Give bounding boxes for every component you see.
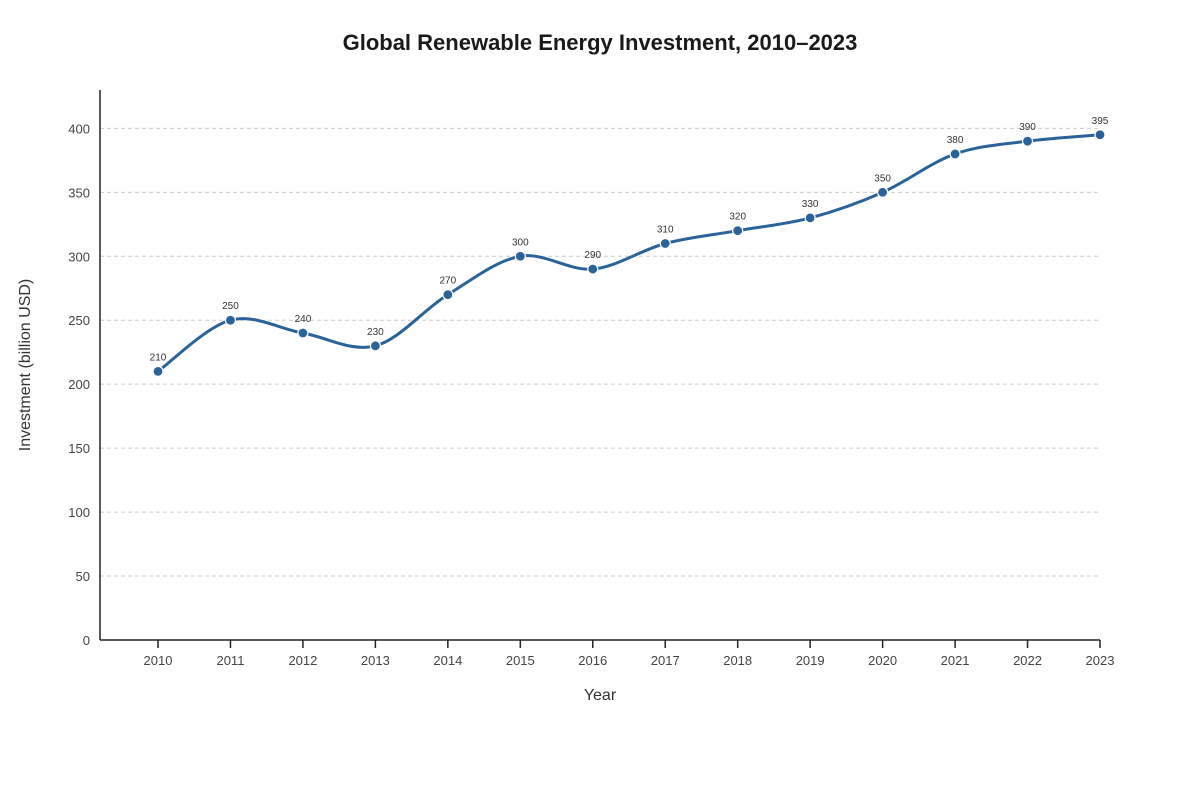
x-tick-label: 2012 bbox=[288, 653, 317, 668]
data-label: 380 bbox=[947, 135, 964, 146]
data-point[interactable] bbox=[877, 186, 889, 198]
y-tick-label: 350 bbox=[68, 185, 90, 200]
data-label: 390 bbox=[1019, 122, 1036, 133]
data-point[interactable] bbox=[732, 225, 744, 237]
data-label: 395 bbox=[1092, 116, 1109, 127]
y-tick-label: 150 bbox=[68, 441, 90, 456]
x-tick-label: 2015 bbox=[506, 653, 535, 668]
data-point[interactable] bbox=[659, 237, 671, 250]
data-label: 320 bbox=[729, 212, 746, 223]
data-point[interactable] bbox=[949, 148, 961, 160]
data-label: 350 bbox=[874, 173, 891, 184]
x-tick-label: 2019 bbox=[796, 653, 825, 668]
x-tick-label: 2010 bbox=[144, 653, 173, 668]
x-tick-label: 2023 bbox=[1086, 653, 1115, 668]
x-ticks: 2010 2011 2012 2013 2014 2015 2016 2017 2018 2019… bbox=[144, 640, 1115, 668]
y-tick-label: 200 bbox=[68, 377, 90, 392]
data-label: 210 bbox=[150, 352, 167, 363]
data-point[interactable] bbox=[224, 314, 237, 326]
y-tick-label: 250 bbox=[68, 313, 90, 328]
data-point[interactable] bbox=[1094, 129, 1106, 141]
data-point[interactable] bbox=[442, 289, 454, 301]
y-tick-label: 300 bbox=[68, 249, 90, 264]
x-tick-label: 2021 bbox=[941, 653, 970, 668]
data-point[interactable] bbox=[804, 212, 816, 224]
data-label: 240 bbox=[295, 314, 312, 325]
data-label: 310 bbox=[657, 224, 674, 235]
chart-title: Global Renewable Energy Investment, 2010… bbox=[343, 30, 858, 55]
x-axis-label: Year bbox=[584, 687, 617, 704]
y-ticks: 0 50 100 150 200 250 300 350 400 bbox=[68, 121, 90, 648]
data-label: 270 bbox=[440, 276, 457, 287]
axes bbox=[99, 90, 1100, 641]
data-point[interactable] bbox=[369, 340, 381, 352]
x-tick-label: 2014 bbox=[433, 653, 462, 668]
data-point[interactable] bbox=[1021, 135, 1034, 147]
x-tick-label: 2016 bbox=[578, 653, 607, 668]
y-tick-label: 400 bbox=[68, 121, 90, 136]
x-tick-label: 2017 bbox=[651, 653, 680, 668]
x-tick-label: 2022 bbox=[1013, 653, 1042, 668]
data-point[interactable] bbox=[297, 327, 309, 339]
data-point[interactable] bbox=[152, 365, 164, 377]
x-tick-label: 2013 bbox=[361, 653, 390, 668]
series: 210 250 240 230 270 300 290 310 320 330 350 380 390 3… bbox=[150, 116, 1109, 377]
data-label: 230 bbox=[367, 327, 384, 338]
data-point[interactable] bbox=[587, 263, 599, 275]
y-tick-label: 100 bbox=[68, 505, 90, 520]
y-axis-label: Investment (billion USD) bbox=[17, 279, 34, 452]
grid-lines bbox=[100, 127, 1100, 641]
data-point[interactable] bbox=[514, 250, 526, 262]
data-label: 330 bbox=[802, 199, 819, 210]
data-label: 300 bbox=[512, 237, 529, 248]
x-tick-label: 2018 bbox=[723, 653, 752, 668]
y-tick-label: 0 bbox=[83, 633, 90, 648]
data-label: 250 bbox=[222, 301, 239, 312]
y-tick-label: 50 bbox=[76, 569, 90, 584]
x-tick-label: 2011 bbox=[216, 653, 244, 668]
x-tick-label: 2020 bbox=[868, 653, 897, 668]
data-label: 290 bbox=[584, 250, 601, 261]
